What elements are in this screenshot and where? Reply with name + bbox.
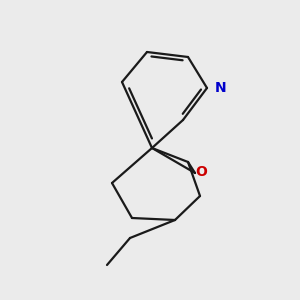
Text: O: O xyxy=(196,165,208,179)
Text: N: N xyxy=(215,81,226,95)
